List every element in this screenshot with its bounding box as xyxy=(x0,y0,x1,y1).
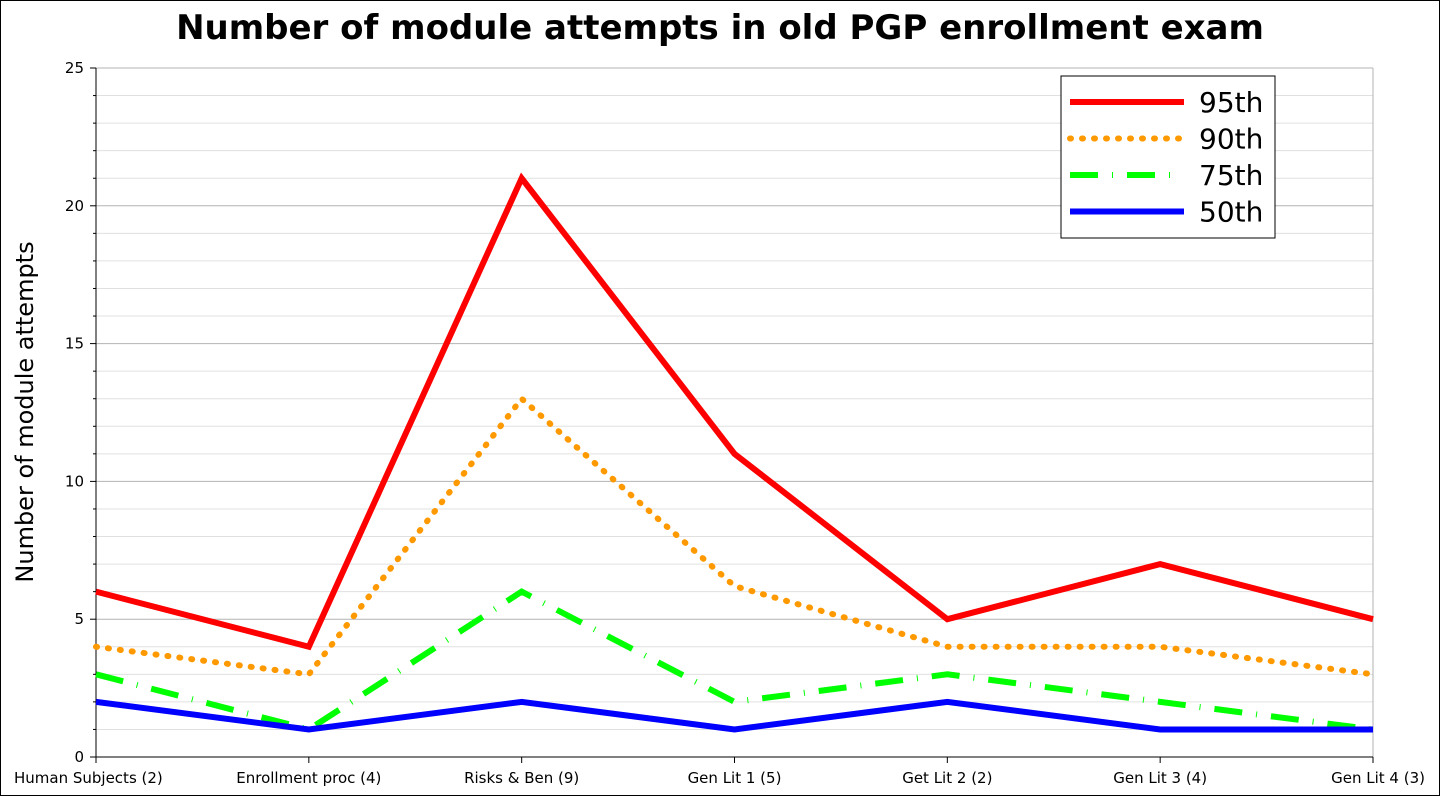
y-tick-label: 20 xyxy=(65,197,84,215)
y-tick-label: 0 xyxy=(74,748,84,766)
x-tick-label: Risks & Ben (9) xyxy=(464,769,579,787)
series-line xyxy=(95,172,1374,651)
series-75th xyxy=(95,588,1374,733)
y-tick-label: 5 xyxy=(74,610,84,628)
series-50th xyxy=(95,698,1374,733)
series-95th xyxy=(95,172,1374,651)
legend-label: 90th xyxy=(1199,123,1263,156)
x-tick-label: Gen Lit 4 (3) xyxy=(1331,769,1425,787)
x-tick-label: Get Lit 2 (2) xyxy=(902,769,992,787)
series-line xyxy=(95,588,1374,733)
series-90th xyxy=(93,394,1376,678)
x-tick-label: Enrollment proc (4) xyxy=(236,769,381,787)
y-tick-label: 15 xyxy=(65,335,84,353)
y-tick-label: 10 xyxy=(65,472,84,490)
legend-label: 50th xyxy=(1199,196,1263,229)
chart-title: Number of module attempts in old PGP enr… xyxy=(176,8,1264,48)
x-tick-label: Gen Lit 1 (5) xyxy=(688,769,782,787)
series-layer xyxy=(93,172,1376,733)
y-tick-label: 25 xyxy=(65,59,84,77)
x-tick-label: Human Subjects (2) xyxy=(14,769,163,787)
x-tick-label: Gen Lit 3 (4) xyxy=(1113,769,1207,787)
legend-label: 95th xyxy=(1199,86,1263,119)
y-axis-label: Number of module attempts xyxy=(11,241,39,582)
axis-layer: 0 5 10 15 20 25 Human Subjects (2) Enrollment p… xyxy=(14,59,1425,787)
legend-label: 75th xyxy=(1199,159,1263,192)
